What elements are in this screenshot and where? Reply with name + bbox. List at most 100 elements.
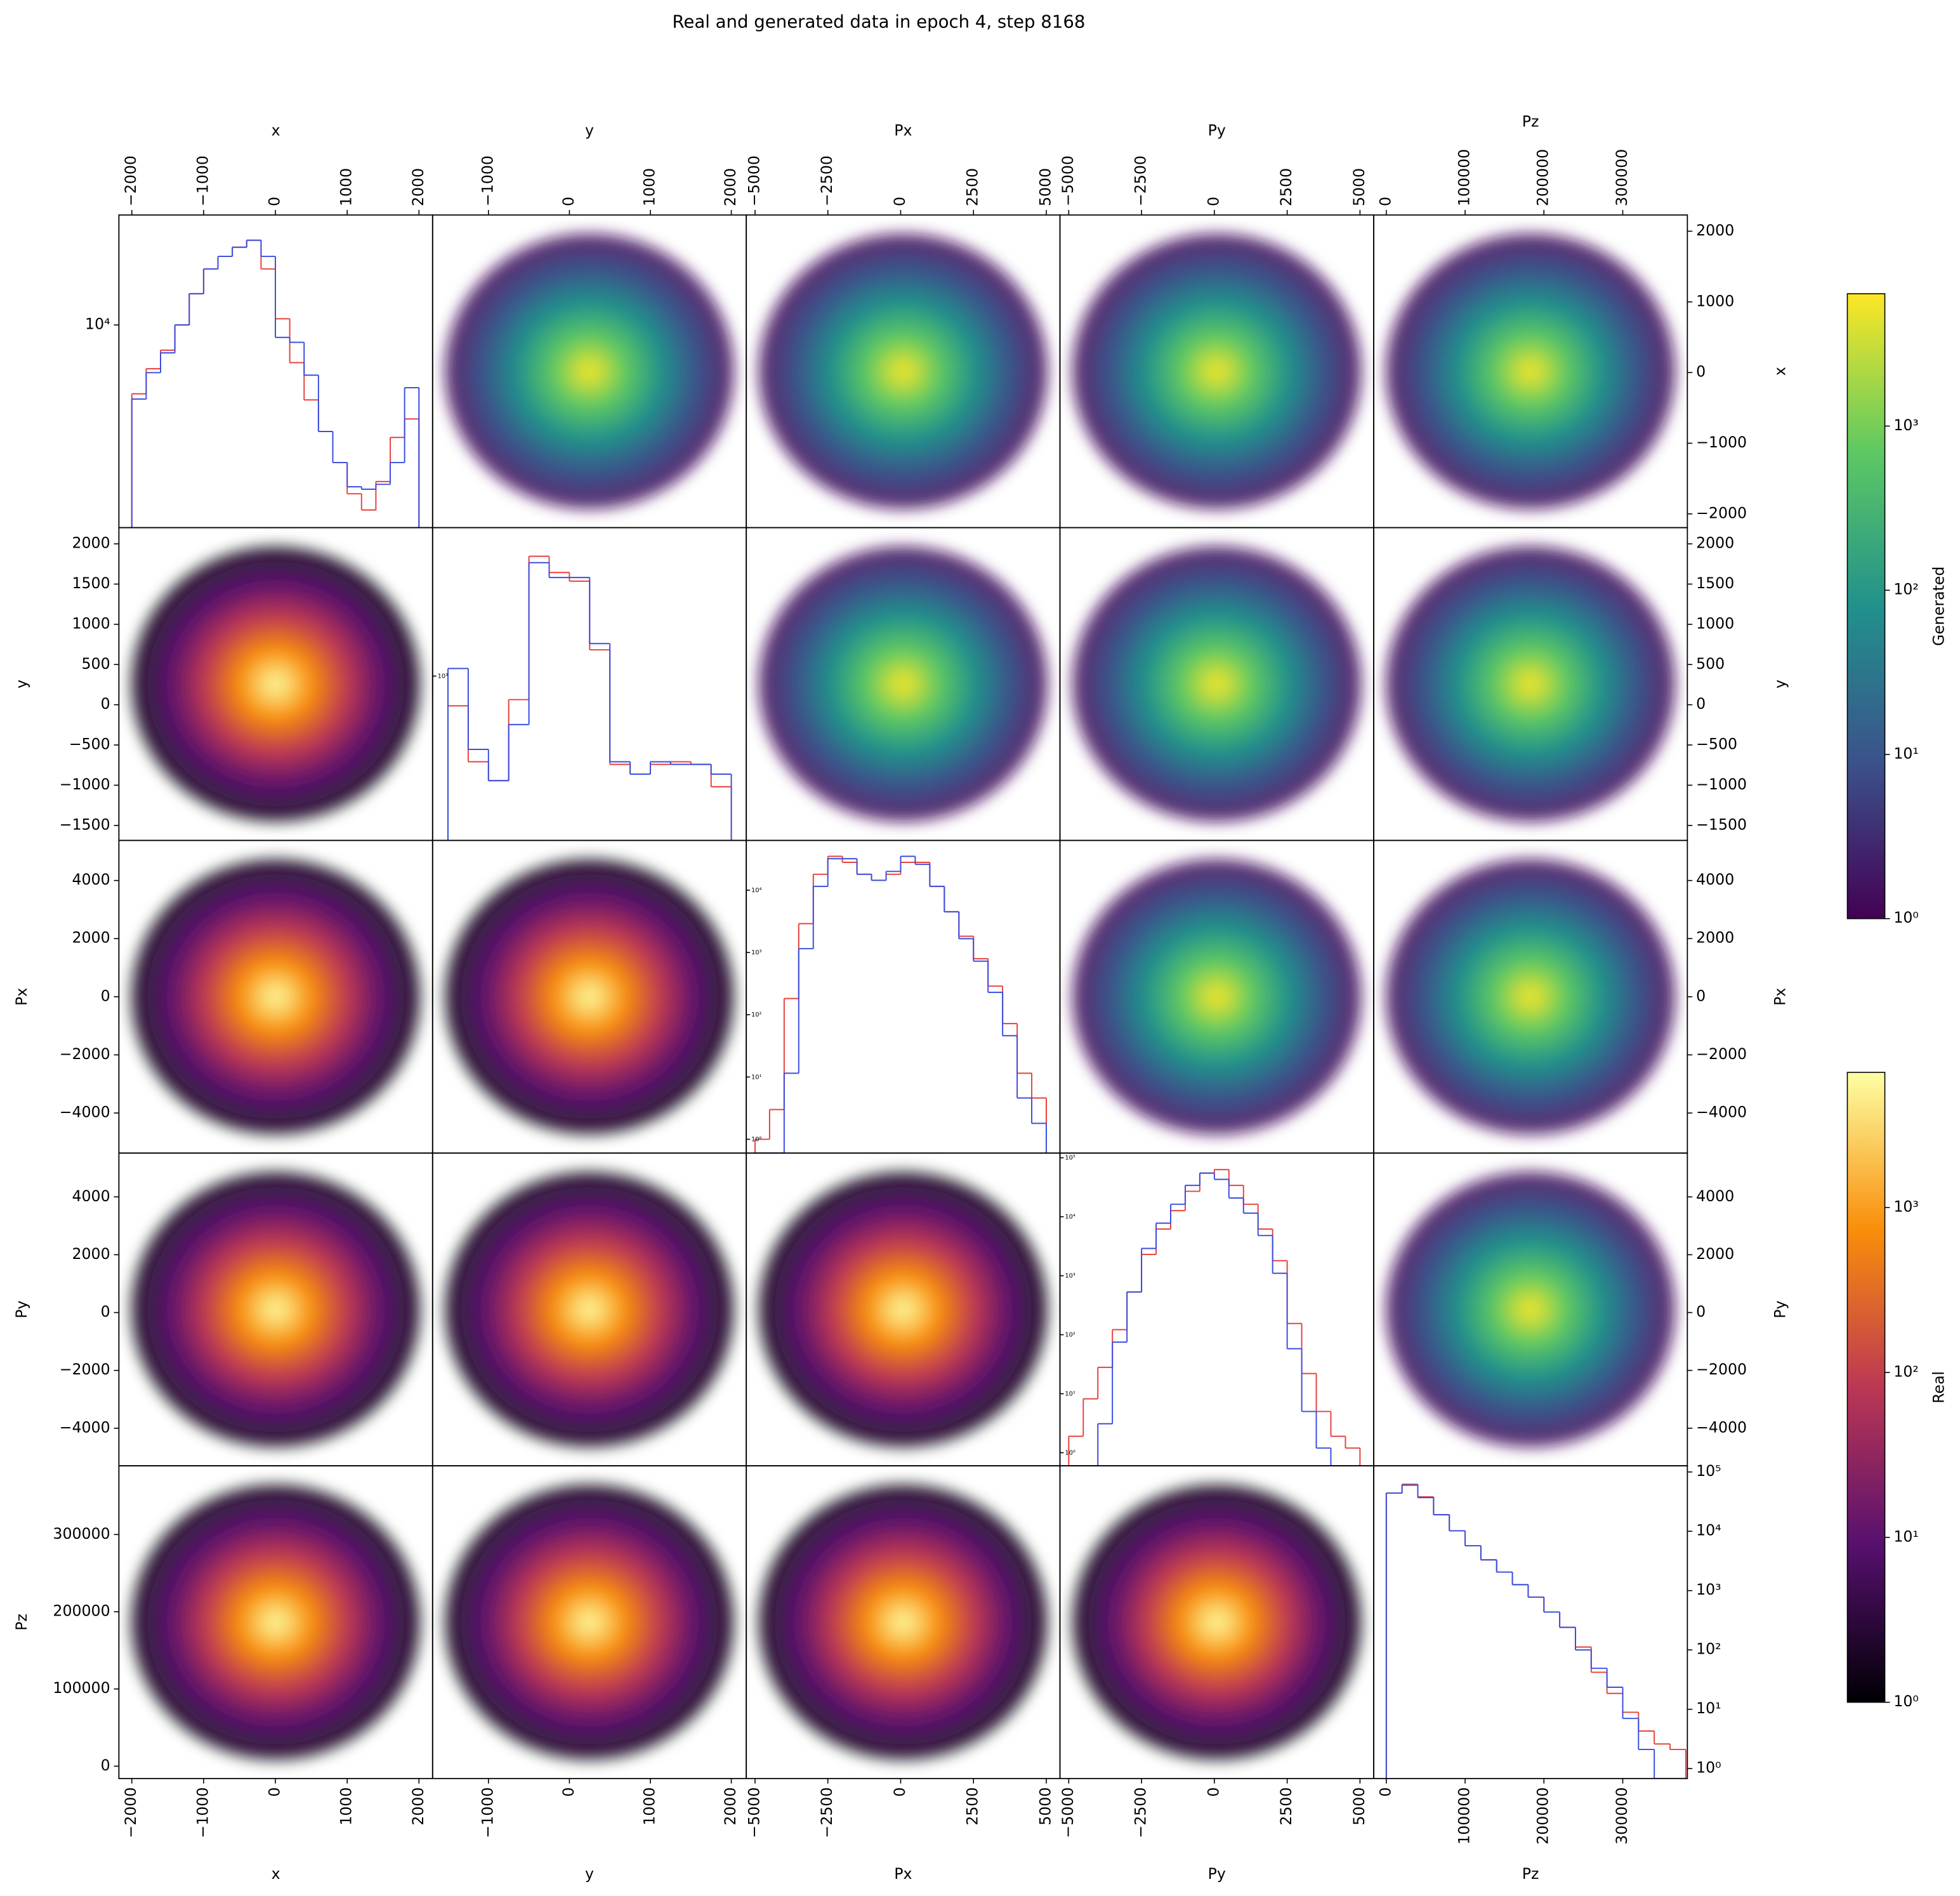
x-tick-label: 2000 (721, 1787, 739, 1826)
x-tick-label: 0 (560, 1787, 577, 1797)
histogram (447, 555, 732, 841)
y-tick-label: 1000 (1696, 292, 1734, 310)
colorbar-tick-label: 10³ (1893, 1197, 1919, 1215)
colorbar-tick-label: 10¹ (1893, 744, 1919, 762)
heatmap-density (758, 234, 1048, 510)
colorbar-tick-label: 10³ (1893, 416, 1919, 434)
x-tick-label: 100000 (1456, 1787, 1473, 1845)
y-tick-label: −2000 (1696, 1045, 1747, 1063)
y-tick-label: −500 (69, 735, 110, 753)
x-tick-label: 2500 (964, 168, 982, 206)
y-tick-label: −4000 (60, 1103, 110, 1121)
colorbar-tick-label: 10² (1893, 1362, 1919, 1380)
x-tick-label: 0 (560, 197, 577, 206)
heatmap-density (1386, 1171, 1675, 1447)
y-tick-label: 2000 (1696, 1245, 1734, 1263)
y-tick-label: 0 (101, 1303, 110, 1320)
y-tick-label: 500 (82, 655, 110, 673)
x-axis-label: x (272, 121, 280, 139)
heatmap-density (1072, 546, 1362, 822)
y-tick-label: 4000 (1696, 871, 1734, 888)
y-tick-label: 2000 (72, 929, 110, 947)
x-tick-label: 1000 (640, 168, 658, 206)
x-tick-label: −1000 (194, 155, 211, 206)
colorbar-label: Generated (1930, 567, 1948, 646)
diag-tick-label: 10⁴ (1696, 1522, 1721, 1539)
heatmap (1072, 546, 1362, 822)
colorbar-tick-label: 10⁰ (1893, 909, 1919, 926)
y-tick-label: −1000 (1696, 775, 1747, 793)
diag-tick-label: 10³ (438, 673, 449, 680)
y-axis-label: x (1772, 367, 1789, 376)
x-axis-label: x (272, 1865, 280, 1883)
heatmap-density (1072, 1484, 1362, 1760)
x-tick-label: 1000 (640, 1787, 658, 1826)
y-tick-label: −2000 (60, 1045, 110, 1063)
colorbar-tick-label: 10⁰ (1893, 1692, 1919, 1710)
x-tick-label: 5000 (1350, 168, 1368, 206)
y-tick-label: 200000 (53, 1602, 110, 1620)
heatmap (131, 1171, 421, 1447)
cell-frame (1373, 1465, 1688, 1779)
y-axis-label: Py (13, 1301, 30, 1319)
x-tick-label: 0 (1204, 1787, 1222, 1797)
x-axis-label: Py (1208, 1865, 1226, 1883)
x-tick-label: 0 (266, 197, 284, 206)
x-tick-label: −2500 (1132, 1787, 1150, 1838)
heatmap-density (1386, 859, 1675, 1135)
x-tick-label: 300000 (1613, 1787, 1631, 1845)
x-tick-label: −2500 (818, 155, 836, 206)
cell-frame (1059, 1152, 1374, 1466)
heatmap-density (445, 1171, 734, 1447)
heatmap (758, 1171, 1048, 1447)
heatmap-density (445, 1484, 734, 1760)
y-axis-label: Px (1772, 988, 1789, 1006)
heatmap (445, 234, 734, 510)
x-tick-label: 0 (266, 1787, 284, 1797)
x-tick-label: 2000 (409, 168, 427, 206)
y-tick-label: 4000 (72, 871, 110, 888)
x-tick-label: 2500 (1277, 1787, 1295, 1826)
x-tick-label: −2000 (122, 155, 140, 206)
diag-tick-label: 10¹ (751, 1074, 762, 1081)
heatmap-density (131, 859, 421, 1135)
x-tick-label: 1000 (338, 1787, 355, 1826)
x-tick-label: 0 (891, 1787, 909, 1797)
y-tick-label: −1500 (1696, 815, 1747, 833)
heatmap-density (445, 234, 734, 510)
y-tick-label: 500 (1696, 655, 1725, 673)
x-tick-label: 0 (1376, 197, 1394, 206)
y-axis-label: y (1772, 680, 1789, 688)
heatmap (131, 546, 421, 822)
diag-tick-label: 10³ (1065, 1273, 1075, 1280)
heatmap-density (1072, 234, 1362, 510)
colorbar (1846, 1072, 1886, 1703)
histogram (1385, 1484, 1687, 1779)
y-tick-label: 1500 (72, 574, 110, 592)
x-tick-label: 2000 (409, 1787, 427, 1826)
heatmap-density (1386, 546, 1675, 822)
x-tick-label: −5000 (745, 155, 763, 206)
y-tick-label: 0 (1696, 363, 1706, 381)
heatmap (1072, 234, 1362, 510)
x-tick-label: −5000 (745, 1787, 763, 1838)
heatmap (1386, 859, 1675, 1135)
heatmap (1072, 859, 1362, 1135)
heatmap (131, 859, 421, 1135)
heatmap (1386, 1171, 1675, 1447)
y-tick-label: 4000 (72, 1187, 110, 1205)
diag-tick-label: 10² (1696, 1640, 1721, 1658)
heatmap (1386, 546, 1675, 822)
x-axis-label: Pz (1522, 1865, 1539, 1883)
y-axis-label: Px (13, 988, 30, 1006)
y-tick-label: 100000 (53, 1679, 110, 1697)
y-tick-label: 2000 (72, 1245, 110, 1263)
heatmap-density (131, 1171, 421, 1447)
x-tick-label: 5000 (1036, 168, 1054, 206)
colorbar-label: Real (1930, 1371, 1948, 1404)
heatmap-density (445, 859, 734, 1135)
diag-tick-label: 10² (751, 1011, 762, 1018)
x-tick-label: 1000 (338, 168, 355, 206)
